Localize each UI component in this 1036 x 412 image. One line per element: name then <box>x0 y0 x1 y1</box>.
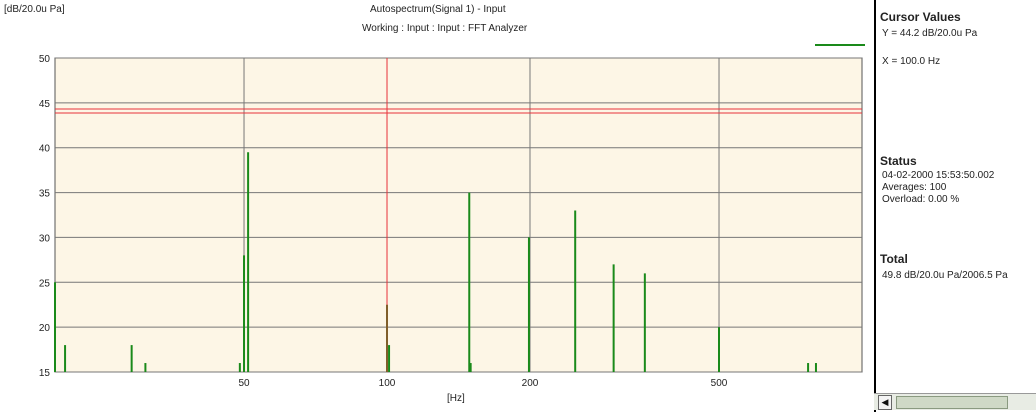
y-tick-label: 35 <box>39 189 51 200</box>
y-tick-label: 40 <box>39 144 51 155</box>
x-axis-label: [Hz] <box>447 393 465 404</box>
total-value: 49.8 dB/20.0u Pa/2006.5 Pa <box>882 270 1008 281</box>
scrollbar-thumb[interactable] <box>896 396 1008 409</box>
total-heading: Total <box>880 252 908 266</box>
status-heading: Status <box>880 154 917 168</box>
horizontal-scrollbar[interactable]: ◀ <box>874 393 1036 410</box>
cursor-x-value: X = 100.0 Hz <box>882 56 941 67</box>
y-tick-label: 30 <box>39 233 51 244</box>
spectrum-chart[interactable]: 15 20 25 30 35 40 45 50 50 100 200 500 <box>0 0 870 412</box>
chart-area: [dB/20.0u Pa] Autospectrum(Signal 1) - I… <box>0 0 870 412</box>
chart-title: Autospectrum(Signal 1) - Input <box>370 4 506 15</box>
legend-swatch <box>815 44 865 46</box>
status-timestamp: 04-02-2000 15:53:50.002 <box>882 170 995 181</box>
y-unit-label: [dB/20.0u Pa] <box>4 4 65 15</box>
cursor-y-value: Y = 44.2 dB/20.0u Pa <box>882 28 978 39</box>
status-overload: Overload: 0.00 % <box>882 194 960 205</box>
plot-background <box>54 57 863 373</box>
y-tick-label: 50 <box>39 54 51 65</box>
side-panel: Cursor Values Y = 44.2 dB/20.0u Pa X = 1… <box>874 0 1036 412</box>
cursor-values-heading: Cursor Values <box>880 10 961 24</box>
x-tick-label: 50 <box>238 378 250 389</box>
x-tick-label: 200 <box>522 378 539 389</box>
y-tick-label: 25 <box>39 278 51 289</box>
x-tick-label: 500 <box>711 378 728 389</box>
status-averages: Averages: 100 <box>882 182 947 193</box>
y-tick-label: 45 <box>39 99 51 110</box>
x-tick-label: 100 <box>379 378 396 389</box>
scroll-left-icon[interactable]: ◀ <box>878 395 892 410</box>
y-tick-label: 15 <box>39 368 51 379</box>
chart-subtitle: Working : Input : Input : FFT Analyzer <box>362 23 528 34</box>
y-tick-label: 20 <box>39 323 51 334</box>
